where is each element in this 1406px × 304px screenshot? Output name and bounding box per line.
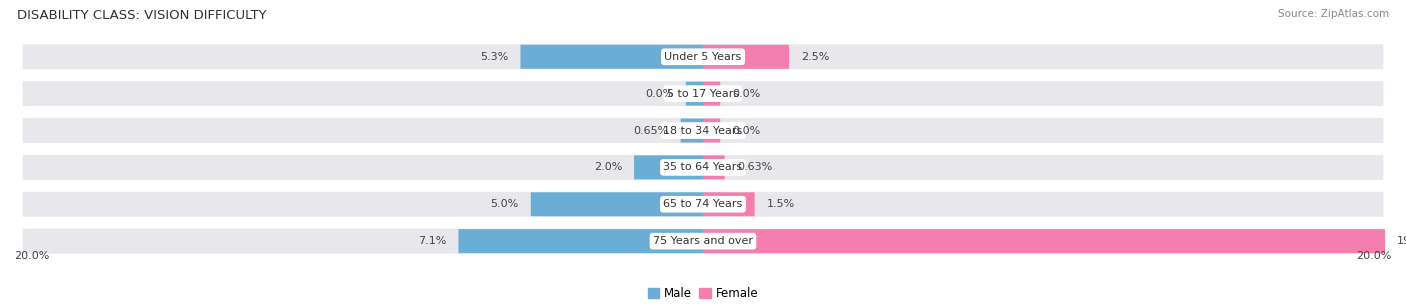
FancyBboxPatch shape bbox=[21, 79, 1385, 108]
Text: 0.63%: 0.63% bbox=[737, 162, 772, 172]
Text: 0.65%: 0.65% bbox=[633, 126, 669, 136]
Text: Under 5 Years: Under 5 Years bbox=[665, 52, 741, 62]
Text: 20.0%: 20.0% bbox=[1357, 251, 1392, 261]
FancyBboxPatch shape bbox=[703, 229, 1385, 253]
Text: 0.0%: 0.0% bbox=[733, 89, 761, 98]
FancyBboxPatch shape bbox=[686, 82, 703, 105]
Text: 2.5%: 2.5% bbox=[801, 52, 830, 62]
Text: 5.3%: 5.3% bbox=[479, 52, 509, 62]
FancyBboxPatch shape bbox=[458, 229, 703, 253]
FancyBboxPatch shape bbox=[531, 192, 703, 216]
Text: 1.5%: 1.5% bbox=[766, 199, 794, 209]
FancyBboxPatch shape bbox=[703, 45, 789, 69]
Text: 35 to 64 Years: 35 to 64 Years bbox=[664, 162, 742, 172]
FancyBboxPatch shape bbox=[634, 155, 703, 179]
Text: Source: ZipAtlas.com: Source: ZipAtlas.com bbox=[1278, 9, 1389, 19]
Text: 2.0%: 2.0% bbox=[593, 162, 621, 172]
Text: 19.8%: 19.8% bbox=[1398, 236, 1406, 246]
Legend: Male, Female: Male, Female bbox=[643, 283, 763, 304]
Text: 75 Years and over: 75 Years and over bbox=[652, 236, 754, 246]
FancyBboxPatch shape bbox=[21, 43, 1385, 71]
FancyBboxPatch shape bbox=[21, 190, 1385, 219]
Text: 5.0%: 5.0% bbox=[491, 199, 519, 209]
Text: 65 to 74 Years: 65 to 74 Years bbox=[664, 199, 742, 209]
FancyBboxPatch shape bbox=[703, 192, 755, 216]
FancyBboxPatch shape bbox=[21, 227, 1385, 255]
Text: 0.0%: 0.0% bbox=[733, 126, 761, 136]
FancyBboxPatch shape bbox=[21, 116, 1385, 145]
Text: 7.1%: 7.1% bbox=[418, 236, 446, 246]
FancyBboxPatch shape bbox=[703, 82, 720, 105]
Text: 5 to 17 Years: 5 to 17 Years bbox=[666, 89, 740, 98]
Text: 18 to 34 Years: 18 to 34 Years bbox=[664, 126, 742, 136]
FancyBboxPatch shape bbox=[21, 153, 1385, 181]
FancyBboxPatch shape bbox=[703, 155, 724, 179]
FancyBboxPatch shape bbox=[520, 45, 703, 69]
FancyBboxPatch shape bbox=[681, 119, 703, 143]
Text: DISABILITY CLASS: VISION DIFFICULTY: DISABILITY CLASS: VISION DIFFICULTY bbox=[17, 9, 267, 22]
Text: 0.0%: 0.0% bbox=[645, 89, 673, 98]
Text: 20.0%: 20.0% bbox=[14, 251, 49, 261]
FancyBboxPatch shape bbox=[703, 119, 720, 143]
